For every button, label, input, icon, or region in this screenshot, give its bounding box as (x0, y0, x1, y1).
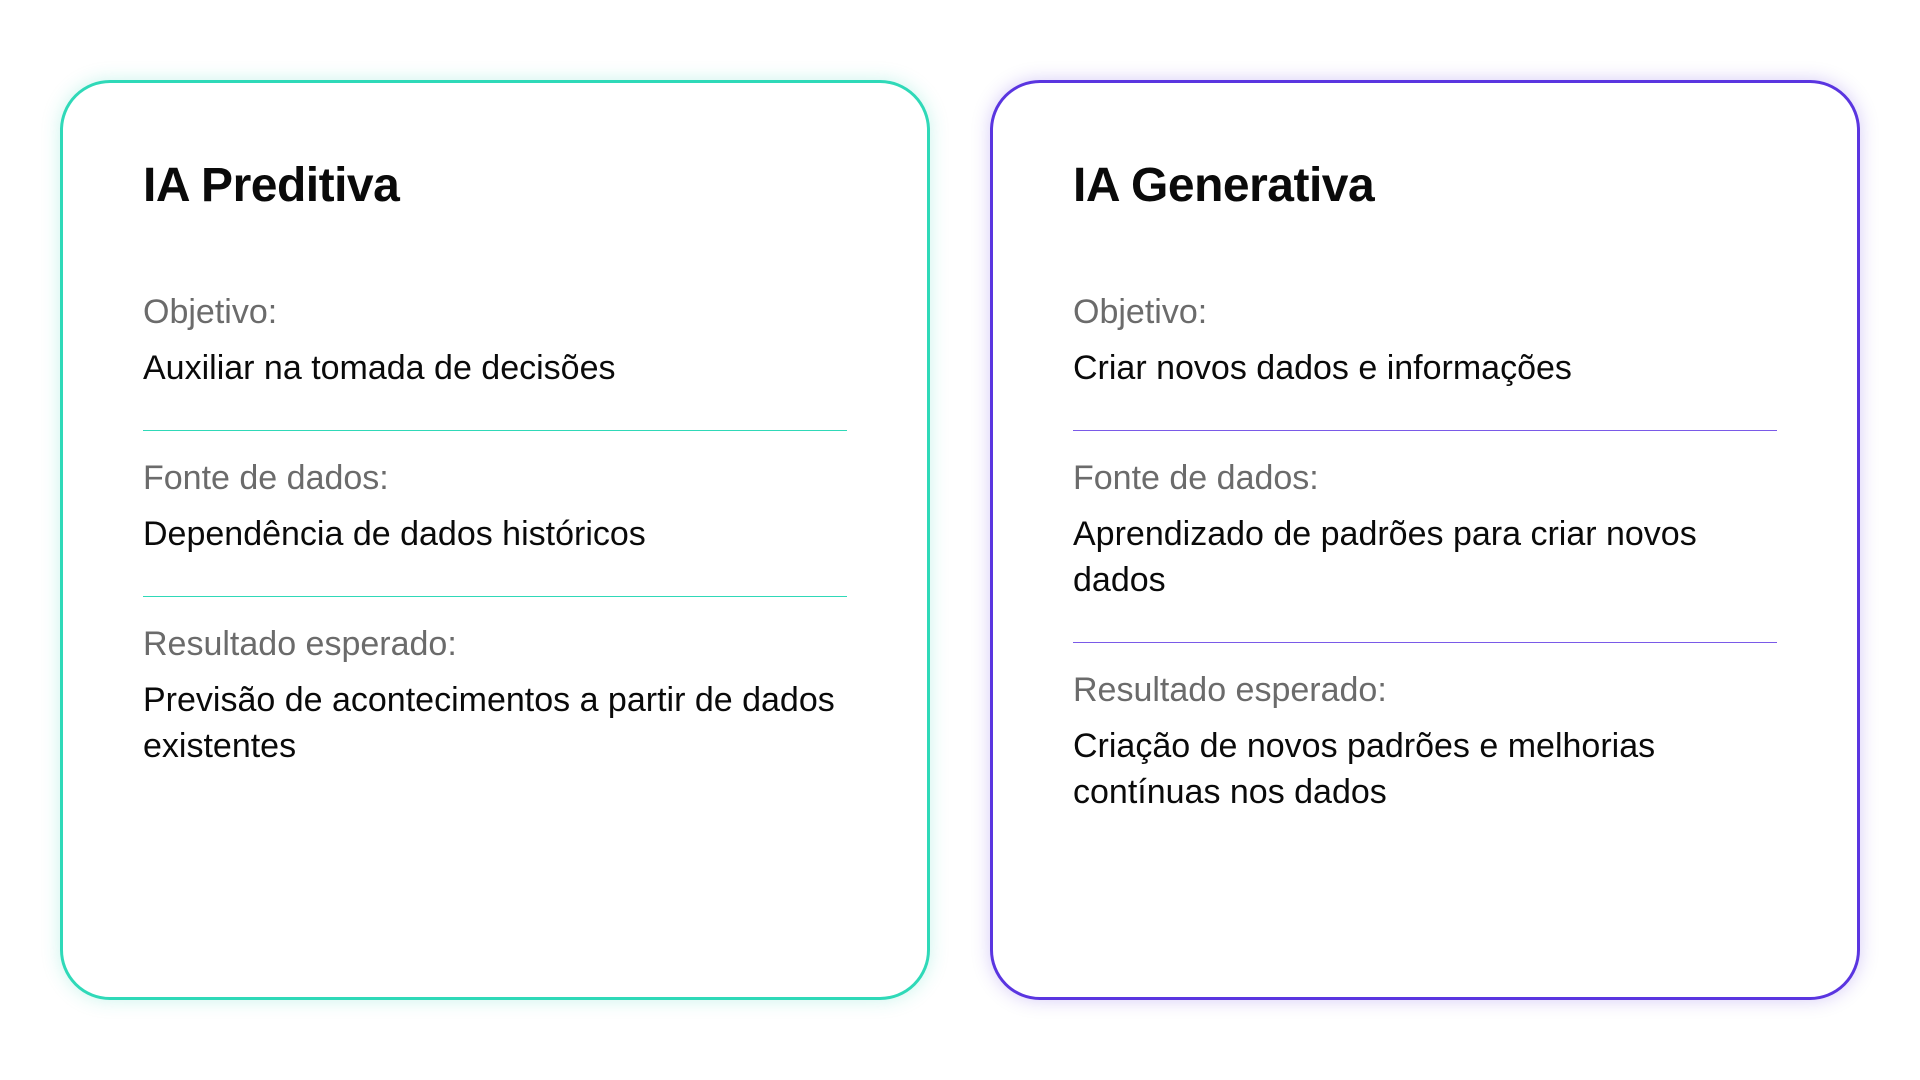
section-label: Objetivo: (143, 293, 847, 332)
divider-generativa-2 (1073, 642, 1777, 643)
section-value: Criação de novos padrões e melhorias con… (1073, 724, 1777, 816)
section-resultado-generativa: Resultado esperado: Criação de novos pad… (1073, 651, 1777, 846)
section-objetivo-generativa: Objetivo: Criar novos dados e informaçõe… (1073, 273, 1777, 422)
section-fonte-generativa: Fonte de dados: Aprendizado de padrões p… (1073, 439, 1777, 634)
section-value: Aprendizado de padrões para criar novos … (1073, 512, 1777, 604)
card-title-generativa: IA Generativa (1073, 158, 1777, 213)
card-preditiva: IA Preditiva Objetivo: Auxiliar na tomad… (60, 80, 930, 1000)
section-label: Fonte de dados: (1073, 459, 1777, 498)
card-generativa: IA Generativa Objetivo: Criar novos dado… (990, 80, 1860, 1000)
section-value: Criar novos dados e informações (1073, 346, 1777, 392)
section-label: Objetivo: (1073, 293, 1777, 332)
card-title-preditiva: IA Preditiva (143, 158, 847, 213)
section-value: Auxiliar na tomada de decisões (143, 346, 847, 392)
section-label: Fonte de dados: (143, 459, 847, 498)
section-objetivo-preditiva: Objetivo: Auxiliar na tomada de decisões (143, 273, 847, 422)
section-label: Resultado esperado: (1073, 671, 1777, 710)
section-resultado-preditiva: Resultado esperado: Previsão de aconteci… (143, 605, 847, 800)
section-value: Dependência de dados históricos (143, 512, 847, 558)
divider-preditiva-2 (143, 596, 847, 597)
section-label: Resultado esperado: (143, 625, 847, 664)
divider-preditiva-1 (143, 430, 847, 431)
section-value: Previsão de acontecimentos a partir de d… (143, 678, 847, 770)
section-fonte-preditiva: Fonte de dados: Dependência de dados his… (143, 439, 847, 588)
divider-generativa-1 (1073, 430, 1777, 431)
